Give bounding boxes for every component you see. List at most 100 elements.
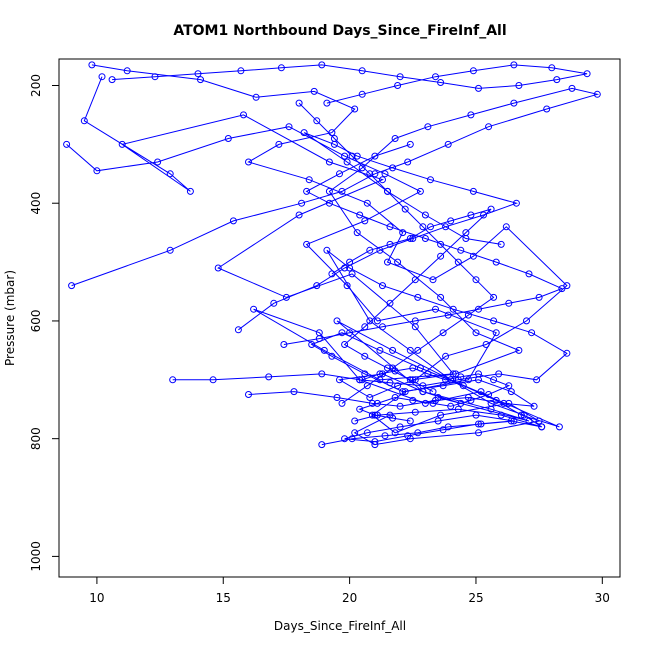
data-point: [411, 323, 419, 331]
series-line: [66, 126, 541, 446]
series-12: [328, 205, 495, 396]
data-point: [151, 73, 159, 81]
data-point: [442, 223, 450, 231]
data-point: [462, 229, 470, 237]
data-point: [154, 158, 162, 166]
data-point: [386, 299, 394, 307]
series-11: [356, 364, 513, 425]
data-point: [427, 176, 434, 184]
data-point: [530, 402, 538, 410]
data-point: [361, 370, 369, 378]
data-point: [295, 211, 303, 219]
data-point: [399, 229, 407, 237]
data-point: [361, 323, 369, 331]
data-point: [338, 187, 346, 195]
data-point: [411, 276, 419, 284]
data-point: [444, 311, 452, 319]
data-point: [358, 376, 366, 384]
data-point: [325, 187, 333, 195]
data-point: [444, 423, 452, 431]
data-point: [475, 305, 482, 313]
data-point: [358, 67, 366, 75]
data-point: [343, 158, 351, 166]
data-point: [442, 376, 450, 384]
data-point: [583, 70, 591, 78]
data-point: [507, 388, 515, 396]
series-layer: [63, 61, 601, 449]
data-point: [328, 270, 336, 278]
data-point: [197, 76, 204, 84]
data-point: [245, 391, 252, 398]
data-point: [457, 399, 465, 407]
data-point: [492, 396, 500, 404]
series-line: [321, 408, 542, 446]
data-point: [411, 317, 419, 325]
data-point: [454, 258, 462, 266]
data-point: [475, 429, 482, 437]
data-point: [391, 429, 399, 437]
data-point: [424, 123, 432, 131]
data-point: [477, 420, 485, 428]
data-point: [447, 217, 455, 225]
data-point: [63, 140, 71, 148]
data-point: [523, 317, 530, 325]
data-point: [93, 167, 101, 175]
data-point: [209, 376, 217, 384]
data-point: [373, 317, 381, 325]
data-point: [429, 276, 437, 284]
data-point: [444, 140, 452, 148]
data-point: [68, 282, 76, 290]
series-5: [169, 246, 571, 431]
data-point: [371, 438, 379, 446]
data-point: [406, 140, 414, 148]
series-line: [358, 367, 511, 422]
data-point: [497, 240, 505, 248]
data-point: [280, 341, 288, 348]
data-point: [429, 388, 437, 396]
data-point: [563, 349, 571, 357]
x-tick-label: 10: [89, 591, 104, 605]
data-point: [467, 396, 475, 404]
data-point: [394, 82, 402, 89]
data-point: [520, 411, 528, 419]
y-tick-label: 400: [29, 192, 43, 215]
data-point: [394, 258, 402, 266]
data-point: [325, 199, 333, 207]
data-point: [568, 84, 576, 92]
data-point: [305, 176, 313, 184]
data-point: [439, 382, 447, 390]
data-point: [277, 64, 285, 72]
data-point: [492, 258, 500, 266]
data-point: [459, 382, 467, 390]
series-line: [112, 64, 588, 104]
data-point: [437, 240, 445, 248]
data-point: [214, 264, 222, 272]
x-tick-label: 20: [342, 591, 357, 605]
data-point: [315, 329, 323, 337]
data-point: [323, 246, 331, 254]
data-point: [414, 293, 422, 301]
y-tick-label: 1000: [29, 541, 43, 572]
data-point: [480, 211, 487, 219]
data-point: [487, 399, 495, 407]
data-point: [341, 435, 349, 443]
data-point: [265, 373, 273, 381]
data-point: [328, 352, 336, 360]
data-point: [475, 420, 482, 428]
data-point: [396, 402, 404, 410]
data-point: [437, 293, 445, 301]
data-point: [338, 329, 346, 337]
data-point: [186, 187, 194, 195]
data-point: [98, 73, 106, 81]
data-point: [366, 170, 374, 178]
series-9: [280, 140, 566, 348]
data-point: [381, 432, 389, 440]
data-point: [366, 246, 374, 254]
data-point: [368, 399, 376, 407]
y-axis-label: Pressure (mbar): [3, 270, 17, 366]
data-point: [384, 258, 391, 266]
data-point: [341, 152, 349, 160]
data-point: [379, 176, 386, 184]
data-point: [386, 240, 394, 248]
